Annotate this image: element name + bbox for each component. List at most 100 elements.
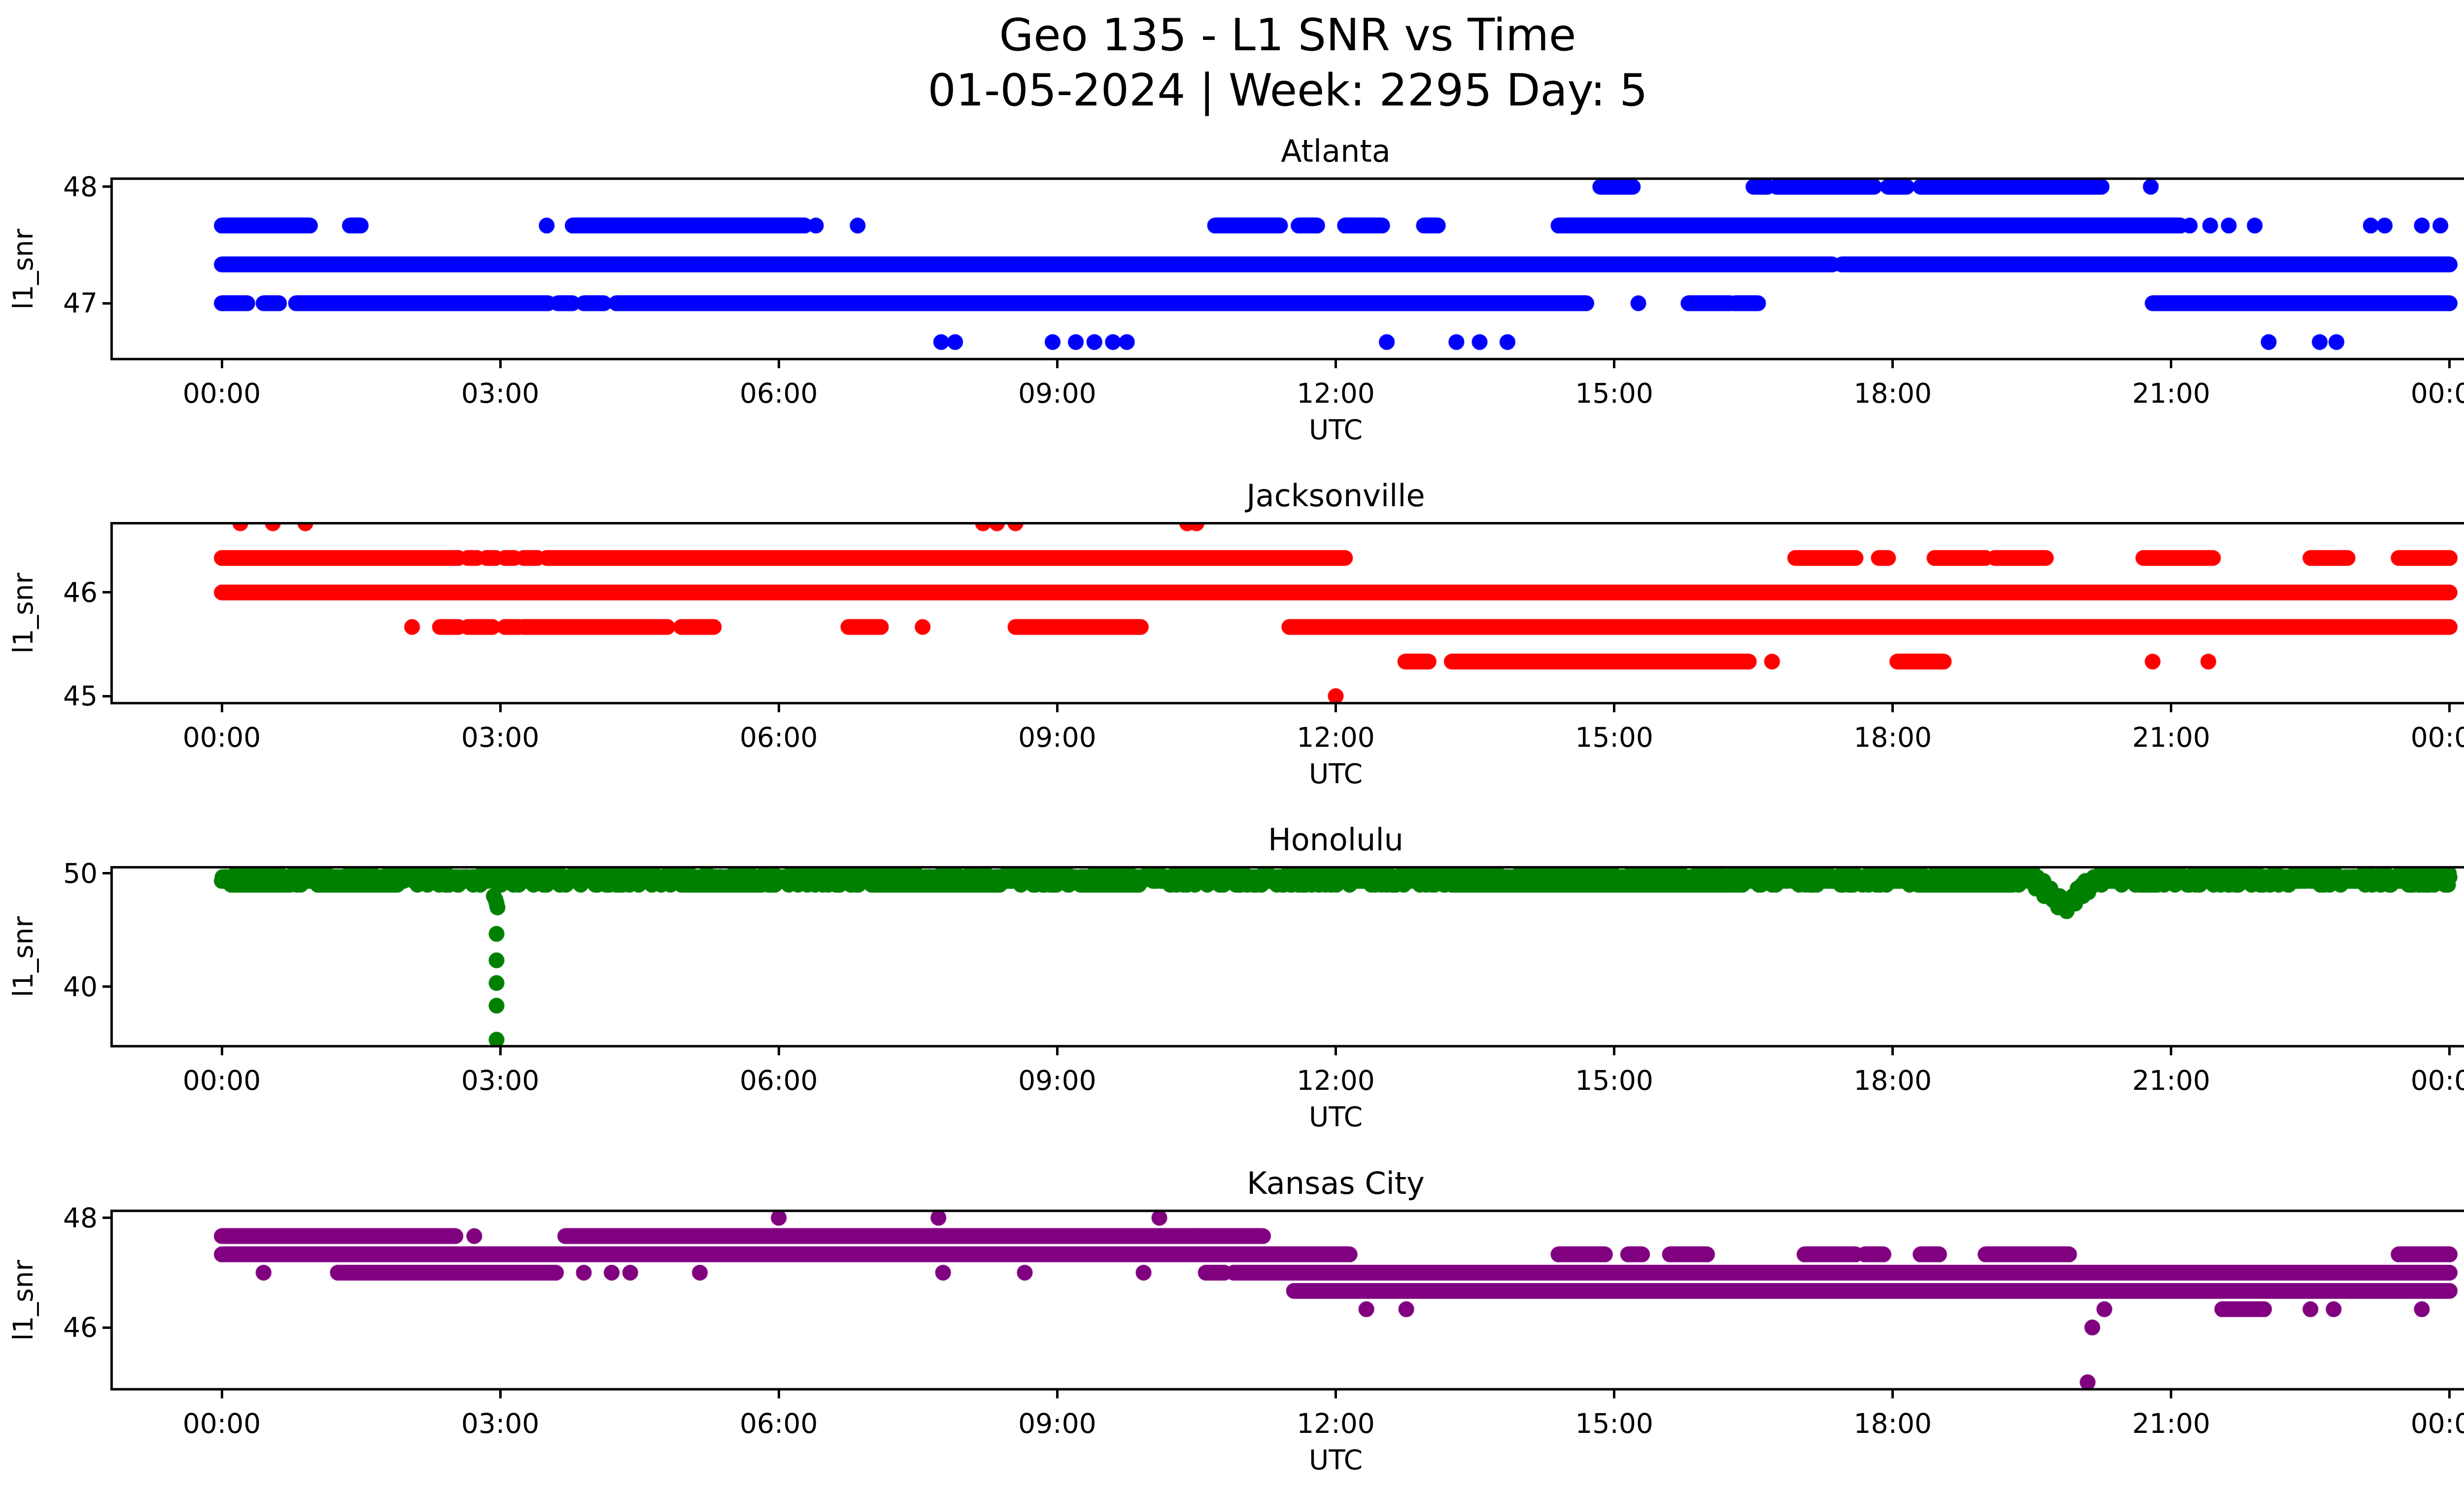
x-tick-mark xyxy=(220,360,223,368)
y-tick-label: 48 xyxy=(63,171,98,203)
x-tick-label: 15:00 xyxy=(1575,378,1653,409)
x-tick-label: 00:00 xyxy=(2410,722,2464,753)
plot-area xyxy=(110,177,2464,360)
x-tick-label: 15:00 xyxy=(1575,722,1653,753)
x-tick-label: 12:00 xyxy=(1297,1065,1375,1096)
x-tick-mark xyxy=(777,1047,780,1055)
x-tick-mark xyxy=(2170,704,2173,712)
figure-title: Geo 135 - L1 SNR vs Time 01-05-2024 | We… xyxy=(0,8,2464,118)
x-tick-label: 00:00 xyxy=(2410,1065,2464,1096)
x-tick-label: 09:00 xyxy=(1018,722,1096,753)
x-tick-label: 21:00 xyxy=(2132,722,2211,753)
x-tick-label: 18:00 xyxy=(1853,378,1932,409)
y-tick-label: 46 xyxy=(63,1312,98,1344)
y-tick-label: 50 xyxy=(63,857,98,889)
x-tick-mark xyxy=(499,360,502,368)
y-tick-mark xyxy=(103,591,110,594)
x-tick-label: 00:00 xyxy=(2410,378,2464,409)
y-tick-mark xyxy=(103,872,110,875)
x-tick-label: 21:00 xyxy=(2132,378,2211,409)
figure-title-line2: 01-05-2024 | Week: 2295 Day: 5 xyxy=(927,65,1648,116)
x-tick-mark xyxy=(2448,360,2451,368)
y-tick-mark xyxy=(103,185,110,188)
x-tick-mark xyxy=(2170,1047,2173,1055)
y-tick-mark xyxy=(103,695,110,697)
atlanta-scatter-canvas xyxy=(110,177,2464,360)
x-tick-mark xyxy=(1056,360,1059,368)
x-tick-mark xyxy=(220,1391,223,1398)
x-axis-label: UTC xyxy=(1308,758,1363,790)
x-tick-mark xyxy=(1335,360,1337,368)
y-tick-mark xyxy=(103,985,110,988)
plot-area xyxy=(110,1210,2464,1391)
x-tick-mark xyxy=(499,1391,502,1398)
x-tick-mark xyxy=(777,360,780,368)
y-tick-label: 48 xyxy=(63,1202,98,1234)
x-tick-label: 12:00 xyxy=(1297,378,1375,409)
x-tick-label: 00:00 xyxy=(2410,1408,2464,1439)
x-tick-label: 21:00 xyxy=(2132,1065,2211,1096)
x-tick-mark xyxy=(499,704,502,712)
x-tick-label: 18:00 xyxy=(1853,722,1932,753)
x-tick-label: 03:00 xyxy=(461,722,540,753)
x-tick-label: 15:00 xyxy=(1575,1408,1653,1439)
x-tick-label: 18:00 xyxy=(1853,1408,1932,1439)
x-tick-mark xyxy=(1335,704,1337,712)
x-tick-label: 12:00 xyxy=(1297,722,1375,753)
x-axis-label: UTC xyxy=(1308,1101,1363,1133)
kansas-city-scatter-canvas xyxy=(110,1210,2464,1391)
x-tick-label: 03:00 xyxy=(461,1408,540,1439)
y-tick-mark xyxy=(103,1217,110,1219)
x-tick-label: 00:00 xyxy=(182,722,261,753)
x-tick-label: 09:00 xyxy=(1018,378,1096,409)
x-tick-mark xyxy=(2170,360,2173,368)
y-tick-mark xyxy=(103,1326,110,1329)
subplot-title: Atlanta xyxy=(1281,133,1391,169)
honolulu-scatter-canvas xyxy=(110,866,2464,1047)
x-tick-mark xyxy=(1335,1047,1337,1055)
x-tick-label: 06:00 xyxy=(740,378,818,409)
x-tick-mark xyxy=(1891,704,1894,712)
x-tick-mark xyxy=(1891,360,1894,368)
x-tick-mark xyxy=(1613,1047,1616,1055)
subplot-title: Kansas City xyxy=(1247,1165,1425,1201)
x-tick-mark xyxy=(220,1047,223,1055)
x-tick-mark xyxy=(777,1391,780,1398)
x-tick-label: 03:00 xyxy=(461,378,540,409)
x-tick-mark xyxy=(2448,704,2451,712)
x-tick-label: 12:00 xyxy=(1297,1408,1375,1439)
x-tick-label: 15:00 xyxy=(1575,1065,1653,1096)
x-tick-label: 06:00 xyxy=(740,1408,818,1439)
x-tick-label: 21:00 xyxy=(2132,1408,2211,1439)
jacksonville-scatter-canvas xyxy=(110,522,2464,704)
subplot-title: Jacksonville xyxy=(1246,478,1425,514)
x-tick-label: 03:00 xyxy=(461,1065,540,1096)
x-axis-label: UTC xyxy=(1308,414,1363,446)
y-tick-mark xyxy=(103,302,110,305)
x-tick-mark xyxy=(1056,1391,1059,1398)
x-tick-mark xyxy=(1613,360,1616,368)
x-tick-mark xyxy=(777,704,780,712)
x-tick-label: 00:00 xyxy=(182,378,261,409)
x-tick-mark xyxy=(1056,1047,1059,1055)
plot-area xyxy=(110,522,2464,704)
x-tick-mark xyxy=(499,1047,502,1055)
y-tick-label: 45 xyxy=(63,680,98,712)
x-tick-mark xyxy=(1891,1391,1894,1398)
x-tick-mark xyxy=(1335,1391,1337,1398)
x-tick-mark xyxy=(1613,704,1616,712)
x-tick-mark xyxy=(2170,1391,2173,1398)
x-tick-mark xyxy=(2448,1391,2451,1398)
x-tick-mark xyxy=(1613,1391,1616,1398)
x-tick-mark xyxy=(1891,1047,1894,1055)
y-tick-label: 40 xyxy=(63,971,98,1003)
x-tick-mark xyxy=(1056,704,1059,712)
x-tick-label: 09:00 xyxy=(1018,1065,1096,1096)
x-tick-label: 06:00 xyxy=(740,722,818,753)
x-axis-label: UTC xyxy=(1308,1444,1363,1476)
